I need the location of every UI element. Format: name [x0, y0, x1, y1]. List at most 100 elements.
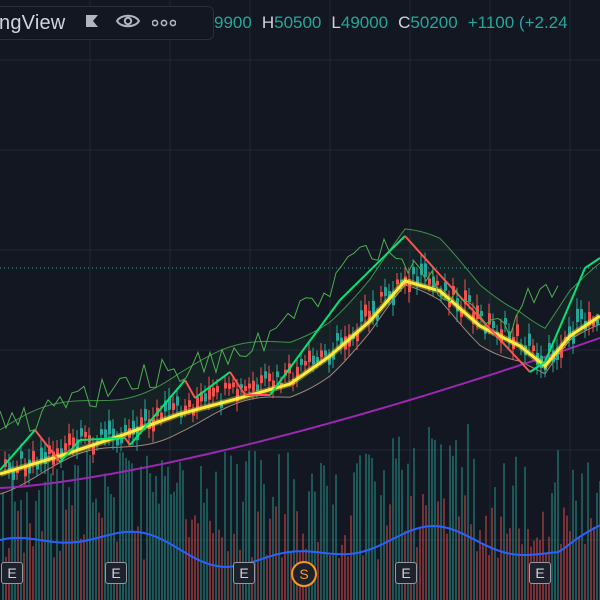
volume-bar — [338, 558, 340, 600]
candle-body — [384, 287, 387, 297]
earnings-marker[interactable]: E — [1, 562, 23, 584]
candle-body — [568, 326, 571, 338]
volume-bar — [182, 470, 184, 600]
volume-bar — [554, 482, 556, 600]
volume-bar — [491, 507, 493, 600]
volume-bar — [107, 486, 109, 600]
volume-bar — [389, 504, 391, 600]
candle-body — [80, 428, 83, 437]
volume-bar — [167, 466, 169, 600]
volume-bar — [101, 517, 103, 600]
change-value: +1100 (+2.24 — [467, 13, 568, 32]
volume-bar — [506, 533, 508, 600]
candle-body — [228, 383, 231, 389]
earnings-marker[interactable]: E — [529, 562, 551, 584]
volume-bar — [464, 495, 466, 600]
candle-body — [100, 429, 103, 435]
volume-bar — [26, 492, 28, 600]
volume-bar — [227, 551, 229, 600]
candle-body — [312, 355, 315, 365]
split-marker[interactable]: S — [291, 561, 317, 587]
volume-bar — [584, 543, 586, 600]
volume-bar — [20, 499, 22, 600]
visibility-button[interactable] — [115, 10, 141, 36]
volume-bar — [323, 465, 325, 600]
close-label: C — [398, 13, 411, 32]
earnings-marker[interactable]: E — [105, 562, 127, 584]
volume-bar — [344, 535, 346, 600]
candle-body — [192, 410, 195, 416]
candle-body — [184, 405, 187, 411]
candle-body — [328, 356, 331, 365]
volume-moving-average — [0, 524, 600, 568]
volume-bar — [86, 450, 88, 600]
candle-body — [408, 279, 411, 293]
volume-bar — [263, 484, 265, 600]
volume-bar — [569, 531, 571, 600]
volume-bar — [524, 466, 526, 600]
volume-bar — [377, 559, 379, 600]
candle-body — [224, 382, 227, 389]
volume-bar — [341, 544, 343, 600]
volume-bar — [353, 472, 355, 600]
candle-body — [124, 424, 127, 431]
candle-body — [444, 281, 447, 291]
candle-body — [548, 343, 551, 352]
candle-body — [68, 433, 71, 446]
volume-bar — [398, 436, 400, 600]
candle-body — [400, 279, 403, 286]
volume-bar — [269, 518, 271, 600]
more-button[interactable] — [151, 10, 177, 36]
candle-body — [20, 451, 23, 459]
volume-bar — [89, 455, 91, 600]
candle-body — [428, 278, 431, 285]
candle-body — [116, 438, 119, 446]
candle-body — [316, 357, 319, 362]
candle-body — [164, 400, 167, 412]
volume-bar — [494, 487, 496, 600]
candle-body — [580, 309, 583, 320]
candle-body — [276, 371, 279, 378]
candle-body — [296, 366, 299, 378]
volume-bar — [122, 452, 124, 600]
volume-bar — [266, 554, 268, 600]
volume-bar — [515, 456, 517, 600]
candle-body — [396, 279, 399, 285]
candle-body — [420, 263, 423, 275]
volume-bar — [188, 537, 190, 600]
candle-body — [260, 375, 263, 384]
candle-body — [360, 310, 363, 322]
volume-bar — [419, 527, 421, 600]
volume-bar — [146, 455, 148, 600]
upper-band — [0, 228, 600, 431]
volume-bar — [134, 533, 136, 600]
volume-bar — [68, 487, 70, 600]
volume-bar — [521, 544, 523, 600]
slow-moving-average — [0, 337, 600, 489]
volume-bar — [35, 500, 37, 600]
volume-bar — [440, 444, 442, 600]
earnings-marker[interactable]: E — [233, 562, 255, 584]
candle-body — [484, 329, 487, 334]
volume-bar — [284, 514, 286, 600]
volume-bar — [128, 460, 130, 600]
earnings-marker[interactable]: E — [395, 562, 417, 584]
volume-bar — [185, 519, 187, 600]
volume-bar — [482, 543, 484, 600]
candle-body — [92, 445, 95, 455]
candle-body — [76, 439, 79, 450]
flag-button[interactable] — [79, 10, 105, 36]
candle-body — [44, 451, 47, 465]
volume-bar — [596, 492, 598, 600]
volume-bar — [527, 529, 529, 600]
candle-body — [436, 280, 439, 286]
candle-body — [248, 383, 251, 389]
volume-bar — [14, 501, 16, 600]
candle-body — [56, 448, 59, 457]
volume-bar — [458, 516, 460, 600]
volume-bar — [473, 458, 475, 600]
volume-bar — [206, 488, 208, 600]
candle-body — [256, 384, 259, 391]
volume-bar — [62, 470, 64, 600]
